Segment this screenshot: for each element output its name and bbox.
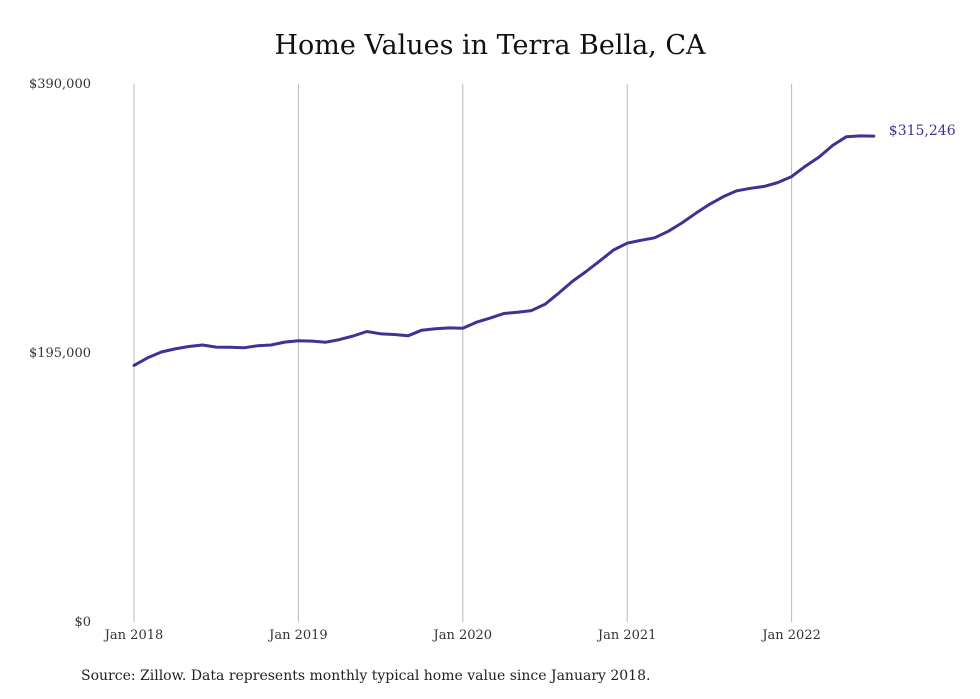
y-axis-ticks: $0 $195,000 $390,000 [29,77,91,630]
series-layer [132,134,876,367]
y-tick-label: $0 [74,615,91,630]
chart-title: Home Values in Terra Bella, CA [274,30,706,61]
y-tick-label: $390,000 [29,77,91,92]
x-tick-label: Jan 2018 [103,628,164,643]
x-tick-label: Jan 2019 [267,628,328,643]
grid-lines [133,84,793,622]
x-tick-label: Jan 2021 [596,628,657,643]
x-axis-ticks: Jan 2018 Jan 2019 Jan 2020 Jan 2021 Jan 2022 [103,628,821,643]
end-label-layer: $315,246 [889,123,956,139]
x-tick-label: Jan 2022 [760,628,821,643]
x-tick-label: Jan 2020 [432,628,493,643]
y-tick-label: $195,000 [29,346,91,361]
source-note: Source: Zillow. Data represents monthly … [81,668,651,684]
series-line [132,134,876,367]
end-value-label: $315,246 [889,123,956,139]
